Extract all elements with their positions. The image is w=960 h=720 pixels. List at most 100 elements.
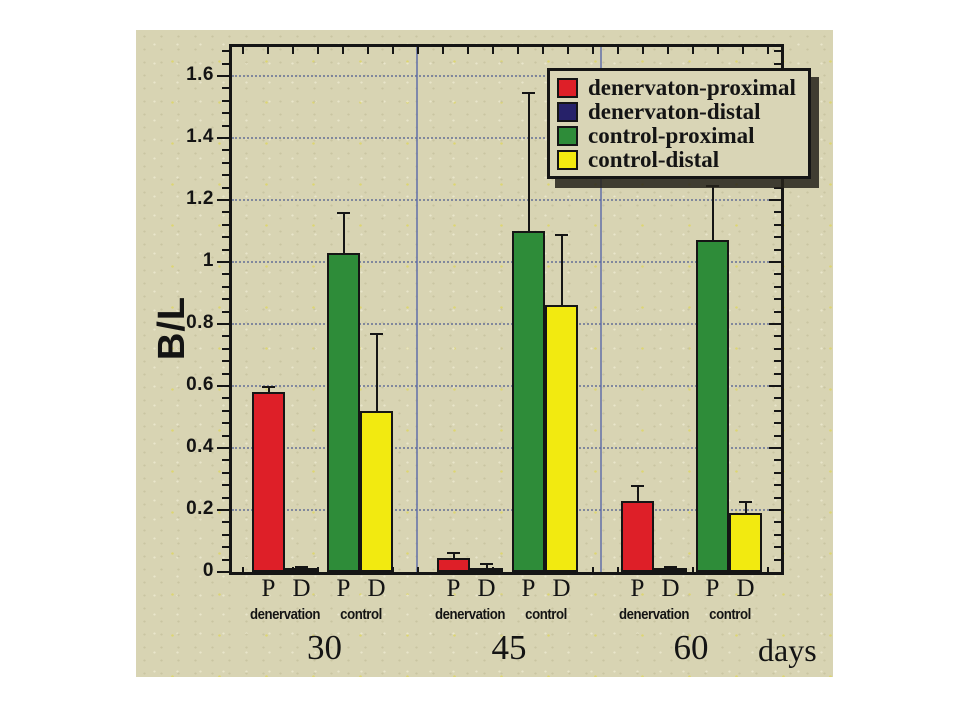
y-minor-tick-right <box>774 459 781 462</box>
y-minor-tick-left <box>222 409 229 412</box>
y-major-tick-left <box>217 137 229 139</box>
x-minor-tick-top <box>692 47 694 54</box>
y-major-tick-right <box>769 199 781 201</box>
y-minor-tick-right <box>774 496 781 499</box>
y-minor-tick-left <box>222 546 229 549</box>
y-tick-label: 1.4 <box>186 126 214 147</box>
gridline <box>232 509 781 511</box>
subgroup-label-control: control <box>709 606 751 623</box>
x-minor-tick-top <box>592 47 594 54</box>
y-minor-tick-right <box>774 248 781 251</box>
error-bar-line <box>636 485 639 501</box>
error-bar-cap <box>739 500 752 503</box>
y-major-tick-left <box>217 571 229 573</box>
subgroup-label-denervation: denervation <box>619 606 689 623</box>
y-minor-tick-right <box>774 186 781 189</box>
y-minor-tick-left <box>222 211 229 214</box>
error-bar-cap <box>295 565 308 568</box>
group-separator-line <box>600 47 602 572</box>
error-bar-cap <box>555 234 568 237</box>
error-bar-cap <box>664 565 677 568</box>
y-minor-tick-left <box>222 50 229 53</box>
y-minor-tick-right <box>774 397 781 400</box>
y-minor-tick-right <box>774 273 781 276</box>
legend-color-swatch <box>557 149 578 170</box>
y-minor-tick-right <box>774 409 781 412</box>
error-bar-cap <box>262 386 275 388</box>
y-major-tick-right <box>769 261 781 263</box>
x-minor-tick-top <box>567 47 569 54</box>
gridline <box>232 199 781 201</box>
subgroup-label-control: control <box>525 606 567 623</box>
y-major-tick-right <box>769 323 781 325</box>
error-bar-line <box>342 212 345 253</box>
bar-letter-label: D <box>552 575 571 602</box>
y-minor-tick-right <box>774 62 781 65</box>
x-minor-tick-bottom <box>592 567 594 572</box>
y-major-tick-left <box>217 323 229 325</box>
y-tick-label: 1.2 <box>186 188 214 209</box>
x-minor-tick-top <box>517 47 519 54</box>
y-minor-tick-left <box>222 174 229 177</box>
y-major-tick-left <box>217 447 229 449</box>
y-minor-tick-right <box>774 211 781 214</box>
y-minor-tick-left <box>222 496 229 499</box>
x-axis-unit-label: days <box>758 632 817 668</box>
gridline <box>232 385 781 387</box>
y-minor-tick-left <box>222 248 229 251</box>
error-bar-cap <box>480 562 493 565</box>
y-minor-tick-left <box>222 112 229 115</box>
legend-label: control-proximal <box>588 123 755 148</box>
error-bar-cap <box>337 212 350 215</box>
y-tick-label: 0.6 <box>186 374 214 395</box>
error-bar-line <box>711 184 714 241</box>
legend-color-swatch <box>557 101 578 122</box>
y-minor-tick-left <box>222 161 229 164</box>
group-separator-line <box>416 47 418 572</box>
legend-row: control-distal <box>557 148 808 171</box>
bar-letter-label: P <box>630 575 645 602</box>
x-minor-tick-top <box>542 47 544 54</box>
x-minor-tick-top <box>442 47 444 54</box>
subgroup-label-denervation: denervation <box>250 606 320 623</box>
plot-area <box>229 44 784 575</box>
x-minor-tick-top <box>392 47 394 54</box>
y-minor-tick-left <box>222 149 229 152</box>
error-bar-cap <box>706 184 719 187</box>
y-minor-tick-right <box>774 533 781 536</box>
bar-letter-label: D <box>661 575 680 602</box>
bar-letter-label: D <box>477 575 496 602</box>
x-minor-tick-bottom <box>242 567 244 572</box>
bar-30-denervaton-proximal <box>252 392 285 572</box>
y-minor-tick-right <box>774 285 781 288</box>
y-minor-tick-right <box>774 223 781 226</box>
legend-label: denervaton-distal <box>588 99 761 124</box>
y-major-tick-right <box>769 447 781 449</box>
group-day-label: 45 <box>491 628 527 667</box>
y-tick-label: 1 <box>202 250 214 271</box>
y-major-tick-left <box>217 75 229 77</box>
x-minor-tick-top <box>417 47 419 54</box>
y-minor-tick-left <box>222 533 229 536</box>
legend-color-swatch <box>557 125 578 146</box>
y-major-tick-left <box>217 199 229 201</box>
y-minor-tick-right <box>774 335 781 338</box>
error-bar-line <box>452 551 455 559</box>
y-minor-tick-left <box>222 310 229 313</box>
error-bar-line <box>560 234 563 306</box>
y-major-tick-right <box>769 509 781 511</box>
y-minor-tick-right <box>774 298 781 301</box>
y-minor-tick-left <box>222 434 229 437</box>
bar-60-denervaton-distal <box>654 568 687 572</box>
y-minor-tick-right <box>774 422 781 425</box>
x-minor-tick-bottom <box>767 567 769 572</box>
y-minor-tick-right <box>774 347 781 350</box>
x-minor-tick-top <box>492 47 494 54</box>
bar-30-control-distal <box>360 410 393 572</box>
y-major-tick-left <box>217 385 229 387</box>
gridline <box>232 447 781 449</box>
y-minor-tick-left <box>222 471 229 474</box>
y-minor-tick-left <box>222 298 229 301</box>
y-minor-tick-right <box>774 521 781 524</box>
